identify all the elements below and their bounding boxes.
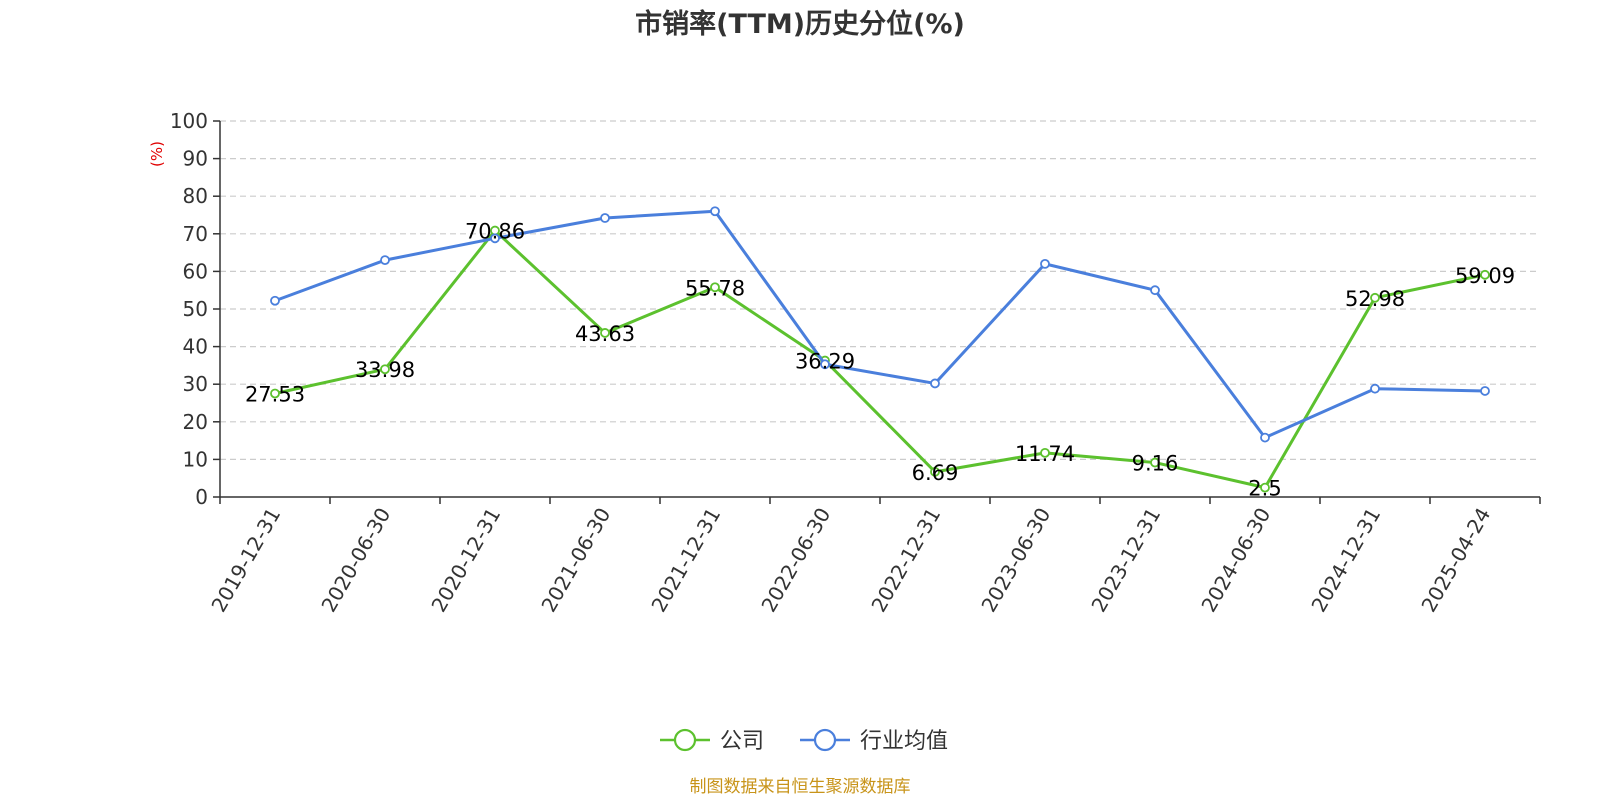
legend-item[interactable]: 公司 [660,728,764,754]
legend[interactable]: 公司 行业均值 [660,728,948,754]
data-point[interactable] [710,206,720,217]
x-tick-label: 2021-06-30 [536,504,615,617]
legend-item[interactable]: 行业均值 [800,728,948,754]
y-tick-label: 30 [183,372,208,396]
data-point[interactable] [380,255,390,266]
x-tick-label: 2020-06-30 [316,504,395,617]
data-point[interactable] [930,466,940,477]
data-label: 43.63 [575,322,635,346]
x-tick-label: 2024-12-31 [1306,504,1385,617]
data-point[interactable] [1150,285,1160,296]
grid-lines [220,120,1540,460]
data-labels: 27.53 33.98 70.86 43.63 55.78 36.29 6.69 11.74 9… [245,220,1515,501]
data-point[interactable] [1260,432,1270,443]
data-point[interactable] [270,295,280,306]
y-tick-label: 90 [183,147,208,171]
legend-marker-icon [813,728,837,752]
data-label: 70.86 [465,220,525,244]
x-tick-label: 2023-12-31 [1086,504,1165,617]
data-point[interactable] [380,364,390,375]
data-point[interactable] [1370,292,1380,303]
data-label: 52.98 [1345,287,1405,311]
data-label: 9.16 [1132,452,1179,476]
legend-label: 公司 [720,729,764,754]
x-tick-label: 2022-06-30 [756,504,835,617]
data-label: 36.29 [795,350,855,374]
legend-marker-icon [673,728,697,752]
series-lines [270,206,1490,493]
data-point[interactable] [820,359,830,370]
data-point[interactable] [930,378,940,389]
data-label: 2.5 [1248,477,1281,501]
data-point[interactable] [270,388,280,399]
y-tick-label: 100 [170,109,208,133]
data-label: 55.78 [685,276,745,300]
data-point[interactable] [1480,386,1490,396]
x-tick-label: 2020-12-31 [426,504,505,617]
y-tick-label: 20 [183,410,208,434]
y-tick-label: 60 [183,259,208,283]
data-point[interactable] [600,328,610,338]
y-tick-label: 0 [195,485,208,509]
data-label: 27.53 [245,382,305,406]
y-tick-label: 50 [183,297,208,321]
x-tick-label: 2024-06-30 [1196,504,1275,617]
data-label: 59.09 [1455,264,1515,288]
x-tick-label: 2023-06-30 [976,504,1055,617]
source-note: 制图数据来自恒生聚源数据库 [690,777,911,797]
series-line [274,229,1486,490]
y-tick-label: 10 [183,447,208,471]
y-tick-label: 80 [183,184,208,208]
data-point[interactable] [1040,258,1050,269]
y-tick-label: 40 [183,335,208,359]
data-point[interactable] [1150,457,1160,468]
data-label: 6.69 [912,461,959,485]
data-label: 11.74 [1015,442,1075,466]
data-point[interactable] [1480,269,1490,280]
data-point[interactable] [1260,482,1270,493]
data-point[interactable] [600,213,610,223]
y-axis-label: (%) [148,141,166,167]
data-point[interactable] [1040,447,1050,458]
x-tick-label: 2025-04-24 [1416,504,1495,617]
y-tick-label: 70 [183,222,208,246]
x-tick-label: 2021-12-31 [646,504,725,617]
x-tick-label: 2022-12-31 [866,504,945,617]
legend-label: 行业均值 [860,729,948,754]
data-label: 33.98 [355,358,415,382]
data-point[interactable] [490,233,500,244]
chart-title: 市销率(TTM)历史分位(%) [635,8,965,40]
data-point[interactable] [710,282,720,293]
series-line [274,209,1486,440]
x-tick-label: 2019-12-31 [206,504,285,617]
data-point[interactable] [1370,383,1380,394]
